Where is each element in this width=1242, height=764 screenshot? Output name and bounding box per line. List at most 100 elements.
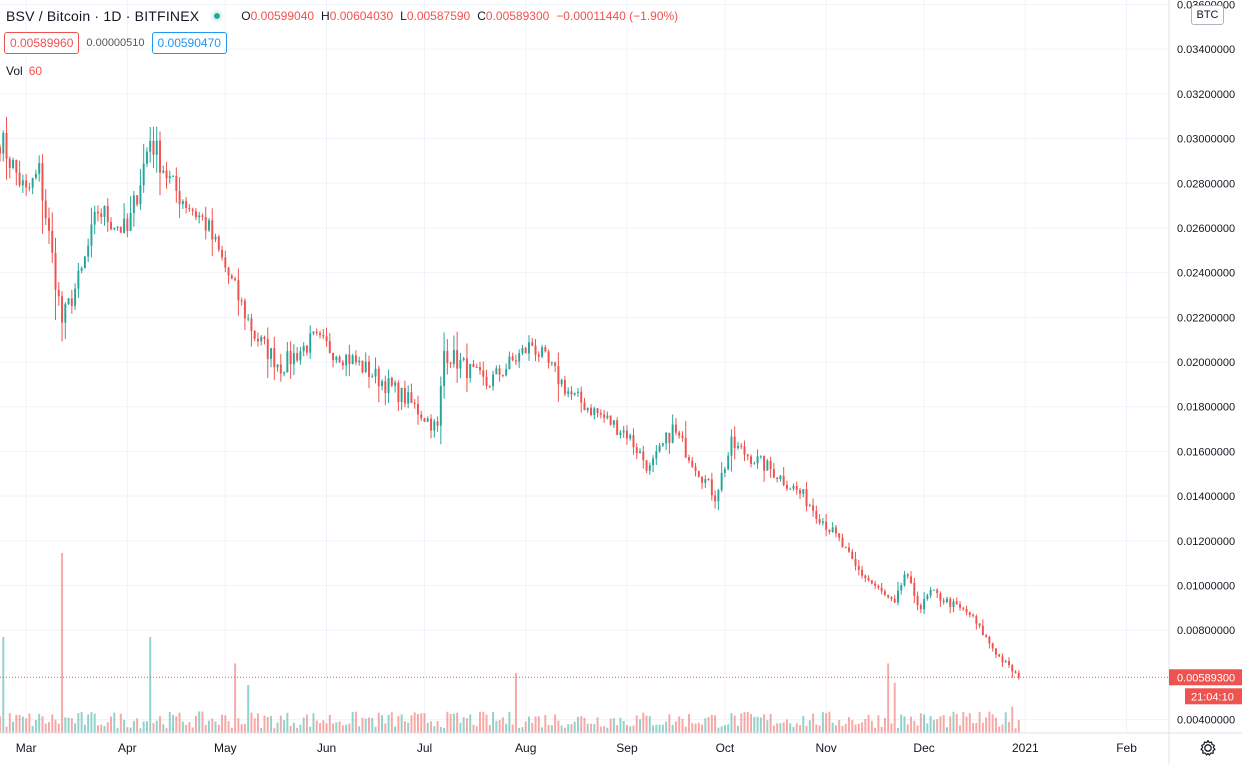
volume-bar	[674, 721, 677, 733]
volume-bar	[704, 718, 707, 733]
candle-body	[701, 476, 704, 483]
time-tick-label: Jun	[317, 741, 336, 755]
volume-bar	[25, 718, 28, 733]
volume-bar	[96, 725, 99, 733]
volume-bar	[844, 723, 847, 733]
volume-bar	[172, 714, 175, 733]
candle-body	[80, 268, 83, 271]
candle-body	[155, 140, 158, 155]
candle-body	[139, 185, 142, 205]
volume-bar	[609, 718, 612, 733]
volume-bar	[1014, 728, 1017, 733]
volume-bar	[479, 711, 481, 733]
candle-body	[5, 132, 8, 159]
gear-icon[interactable]	[1198, 738, 1218, 758]
candle-body	[335, 356, 338, 361]
volume-bar	[929, 715, 932, 733]
price-axis[interactable]: 0.036000000.034000000.032000000.03000000…	[1177, 0, 1235, 727]
volume-bar	[475, 726, 478, 733]
volume-bar	[168, 711, 171, 733]
volume-bar	[926, 723, 929, 733]
volume-bar	[541, 727, 544, 733]
volume-bar	[250, 712, 253, 733]
candle-body	[162, 170, 165, 173]
candle-body	[799, 489, 801, 494]
candle-body	[436, 421, 439, 426]
candle-body	[596, 408, 599, 414]
candle-body	[612, 420, 615, 425]
countdown-label: 21:04:10	[1191, 691, 1234, 703]
volume-value: 60	[28, 64, 43, 78]
volume-bar	[230, 727, 233, 733]
volume-bar	[188, 722, 191, 733]
candle-body	[227, 267, 230, 276]
volume-bar	[341, 725, 344, 733]
price-tick-label: 0.02000000	[1177, 357, 1235, 369]
volume-bar	[234, 663, 237, 733]
candle-body	[289, 351, 292, 365]
volume-bar	[34, 719, 37, 733]
candle-body	[201, 215, 204, 217]
volume-bar	[854, 724, 857, 733]
candle-body	[936, 589, 939, 594]
volume-bar	[985, 717, 988, 733]
volume-bar	[413, 712, 416, 733]
candle-body	[96, 211, 99, 214]
volume-bar	[309, 726, 312, 733]
volume-bar	[766, 720, 769, 733]
candle-body	[864, 575, 867, 579]
candle-body	[952, 601, 955, 608]
volume-bar	[593, 724, 596, 733]
volume-bar	[83, 724, 86, 733]
candle-body	[603, 414, 606, 418]
volume-bar	[550, 725, 553, 733]
buy-button[interactable]: 0.00590470	[151, 32, 227, 54]
time-axis[interactable]: Mar Apr May Jun Jul Aug Sep Oct Nov Dec 2021 Feb	[16, 741, 1137, 755]
volume-bar	[890, 723, 893, 733]
volume-bar	[955, 714, 958, 733]
volume-bar	[919, 713, 922, 733]
candle-body	[590, 407, 593, 415]
volume-bar	[782, 722, 785, 733]
volume-bar	[808, 720, 811, 733]
legend-header: BSV / Bitcoin · 1D · BITFINEX O0.0059904…	[6, 6, 685, 26]
candle-body	[18, 172, 21, 186]
price-tick-label: 0.00800000	[1177, 625, 1235, 637]
volume-bars	[0, 553, 1020, 733]
symbol-title[interactable]: BSV / Bitcoin · 1D · BITFINEX	[6, 8, 200, 24]
market-open-icon	[211, 10, 224, 22]
volume-bar	[194, 715, 197, 733]
volume-bar	[77, 713, 80, 733]
volume-bar	[482, 711, 485, 733]
volume-bar	[825, 713, 828, 733]
volume-bar	[93, 713, 96, 733]
currency-badge[interactable]: BTC	[1191, 5, 1224, 25]
spread-value: 0.00000510	[86, 37, 145, 49]
volume-bar	[292, 722, 295, 733]
candle-body	[276, 364, 279, 368]
grid-lines	[0, 0, 1169, 733]
volume-legend[interactable]: Vol 60	[6, 64, 42, 78]
volume-bar	[495, 720, 498, 733]
candle-body	[929, 589, 932, 596]
candle-body	[785, 484, 788, 489]
candle-body	[178, 190, 181, 205]
volume-bar	[799, 725, 801, 733]
candle-body	[501, 374, 504, 376]
candle-body	[743, 446, 746, 455]
volume-bar	[57, 723, 60, 733]
candle-body	[642, 451, 645, 461]
volume-bar	[828, 711, 831, 733]
candle-body	[723, 469, 726, 473]
candle-body	[482, 370, 485, 377]
volume-bar	[214, 721, 217, 733]
candle-body	[505, 369, 508, 376]
volume-bar	[335, 722, 338, 733]
candle-body	[720, 472, 723, 491]
volume-bar	[896, 728, 899, 733]
sell-button[interactable]: 0.00589960	[4, 32, 80, 54]
candle-body	[828, 529, 831, 532]
candle-body	[975, 616, 978, 624]
candle-body	[485, 376, 488, 386]
